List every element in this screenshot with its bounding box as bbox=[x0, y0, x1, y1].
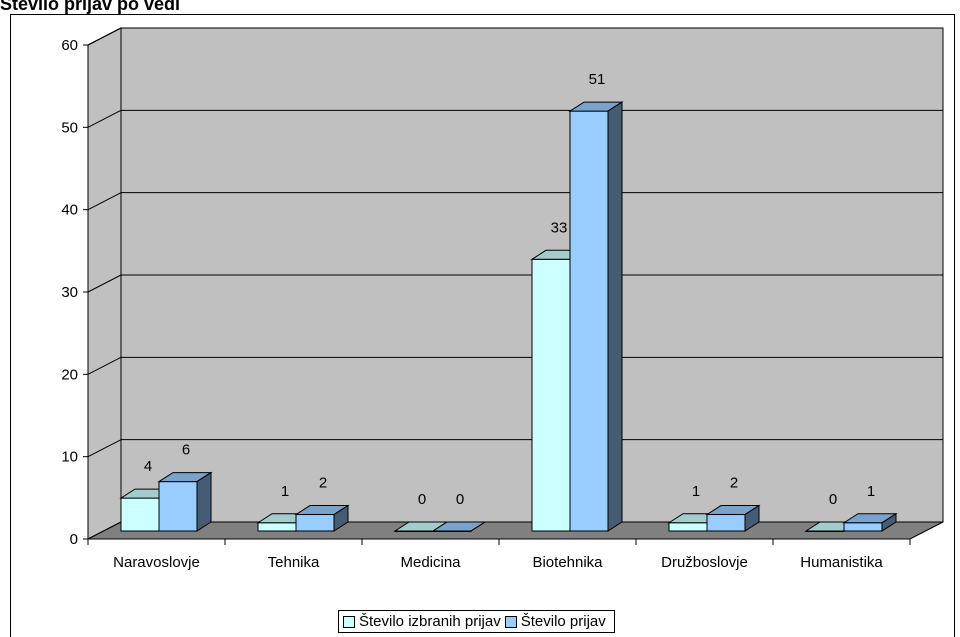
gridline-side bbox=[87, 274, 122, 293]
bar bbox=[158, 481, 198, 532]
data-label: 6 bbox=[182, 442, 190, 459]
x-tick-label: Humanistika bbox=[800, 554, 883, 571]
data-label: 51 bbox=[589, 71, 606, 88]
data-label: 0 bbox=[418, 491, 426, 508]
chart-walls bbox=[87, 27, 944, 540]
data-label: 4 bbox=[144, 458, 152, 475]
y-tick-label: 30 bbox=[61, 284, 78, 301]
x-tick-label: Družboslovje bbox=[661, 554, 748, 571]
y-tick-label: 60 bbox=[61, 37, 78, 54]
chart-title: Število prijav po vedi bbox=[0, 0, 181, 14]
bar bbox=[120, 497, 160, 532]
x-tick-label: Naravoslovje bbox=[113, 554, 200, 571]
bar-side bbox=[470, 521, 486, 532]
bar bbox=[295, 514, 335, 532]
bars bbox=[119, 101, 898, 532]
bar bbox=[668, 522, 708, 532]
y-tick-label: 40 bbox=[61, 202, 78, 219]
data-label: 2 bbox=[319, 475, 327, 492]
bar bbox=[257, 522, 297, 532]
gridline-side bbox=[87, 356, 122, 375]
bar bbox=[569, 110, 609, 532]
gridline-side bbox=[87, 192, 122, 211]
legend-item-selected: Število izbranih prijav bbox=[343, 613, 501, 630]
legend: Število izbranih prijav Število prijav bbox=[338, 610, 615, 633]
gridline-side bbox=[87, 439, 122, 458]
data-label: 1 bbox=[867, 483, 875, 500]
legend-swatch-total bbox=[504, 615, 517, 628]
y-tick-label: 50 bbox=[61, 119, 78, 136]
bar-side bbox=[196, 471, 212, 532]
bar bbox=[706, 514, 746, 532]
legend-label-total: Število prijav bbox=[520, 613, 606, 630]
x-tick-label: Medicina bbox=[400, 554, 461, 571]
legend-label-selected: Število izbranih prijav bbox=[359, 613, 501, 630]
bar bbox=[843, 522, 883, 532]
axes bbox=[83, 44, 911, 545]
bar-side bbox=[607, 101, 623, 532]
y-tick-label: 20 bbox=[61, 366, 78, 383]
gridline-side bbox=[87, 109, 122, 128]
data-label: 33 bbox=[551, 219, 568, 236]
y-tick-label: 10 bbox=[61, 449, 78, 466]
legend-item-total: Število prijav bbox=[504, 613, 606, 630]
legend-swatch-selected bbox=[343, 615, 355, 628]
data-label: 0 bbox=[456, 491, 464, 508]
y-tick-label: 0 bbox=[70, 531, 78, 548]
bar-side bbox=[333, 504, 349, 532]
data-label: 2 bbox=[730, 475, 738, 492]
gridline-side bbox=[87, 27, 122, 46]
bar-side bbox=[881, 512, 897, 532]
data-label: 1 bbox=[692, 483, 700, 500]
chart-frame bbox=[10, 14, 955, 637]
x-tick-label: Biotehnika bbox=[532, 554, 603, 571]
data-label: 1 bbox=[281, 483, 289, 500]
data-label: 0 bbox=[829, 491, 837, 508]
x-tick-label: Tehnika bbox=[268, 554, 320, 571]
bar bbox=[531, 258, 571, 532]
bar-side bbox=[744, 504, 760, 532]
